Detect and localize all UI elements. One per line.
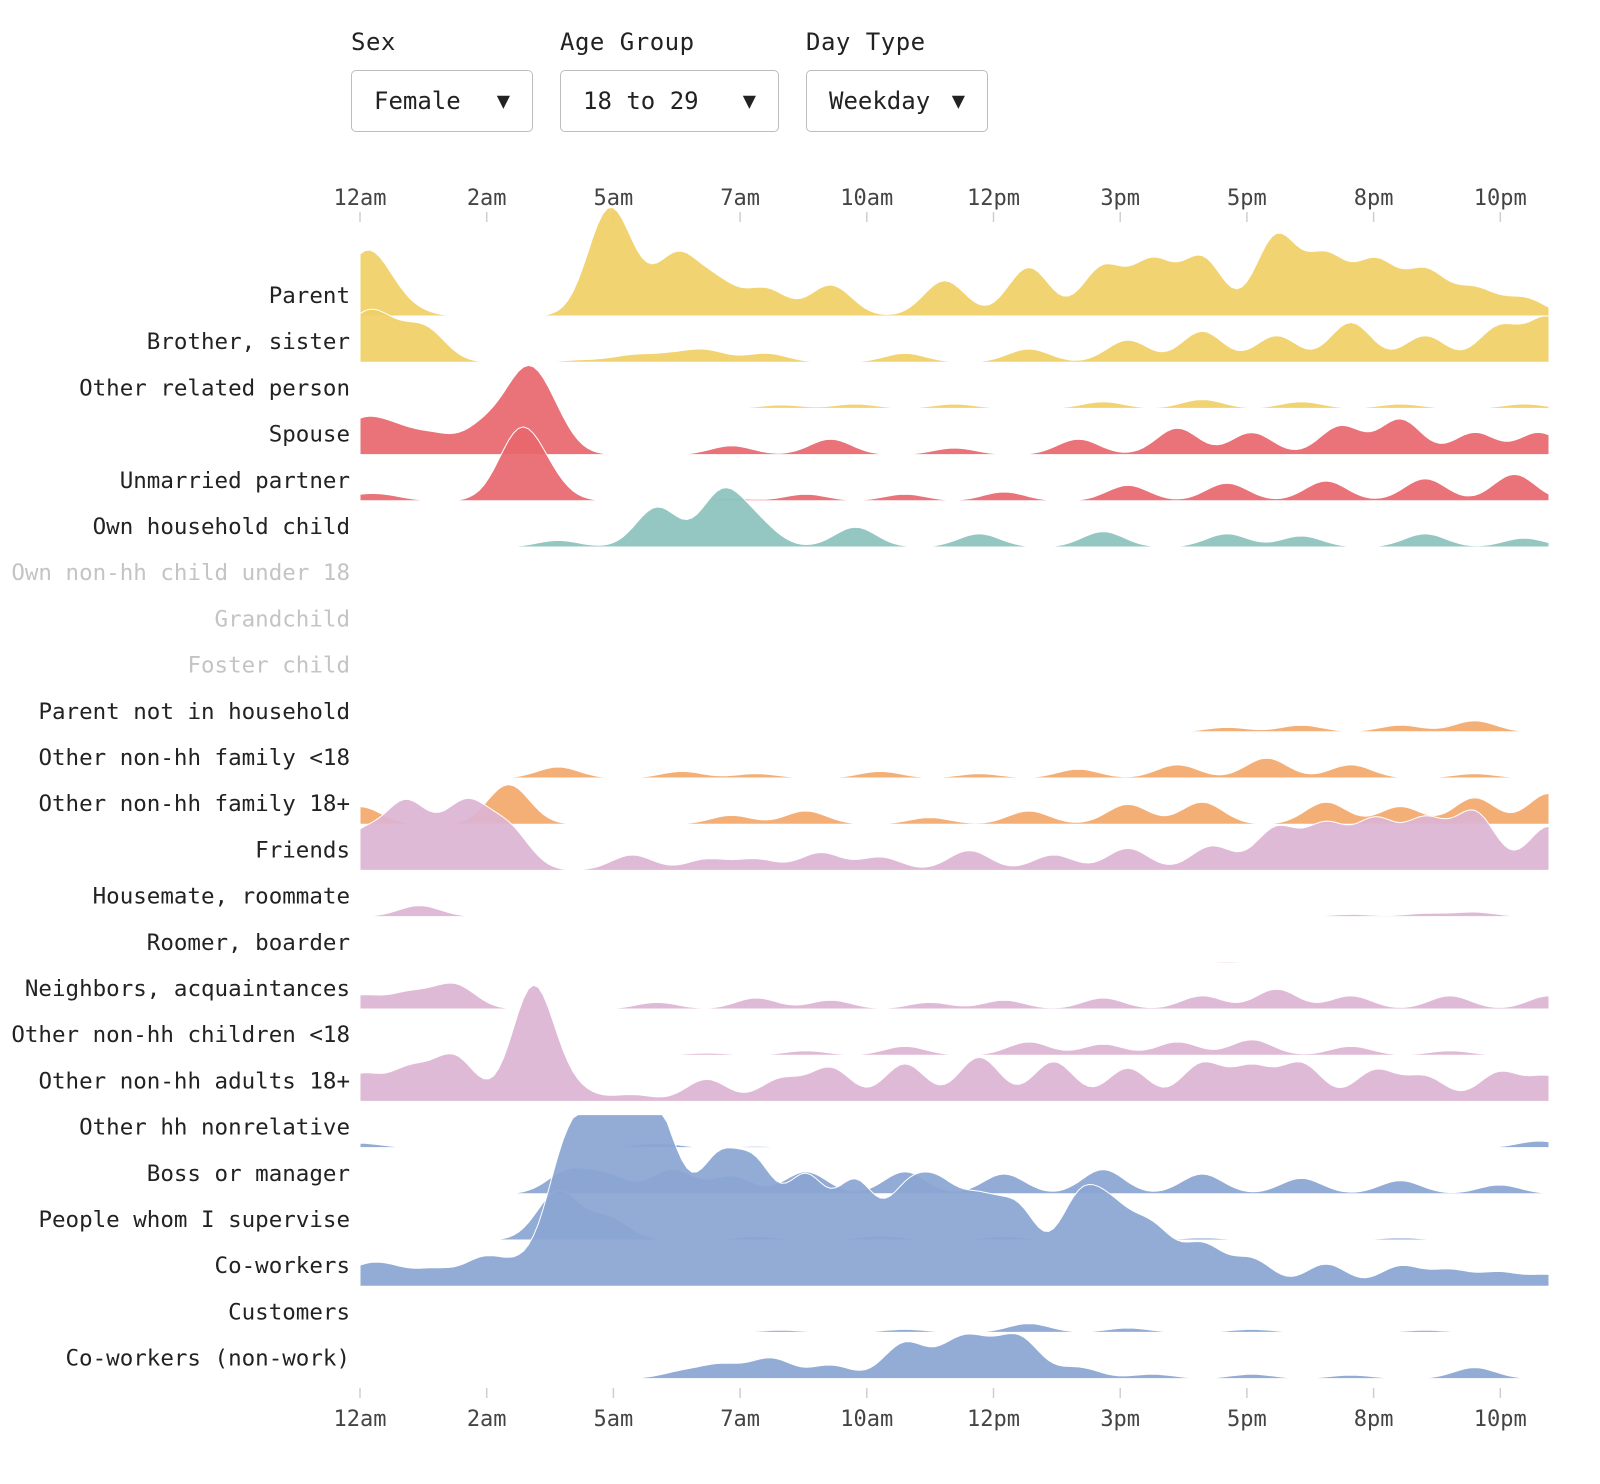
chevron-down-icon: ▼ [496, 88, 510, 114]
series-label: Brother, sister [147, 329, 350, 355]
x-axis-tick-label-top: 2am [467, 186, 507, 211]
series-label: Other non-hh family 18+ [38, 791, 350, 817]
x-axis-tick-label-bottom: 12pm [967, 1407, 1020, 1432]
series-area[interactable] [360, 720, 1549, 733]
series-label: Neighbors, acquaintances [25, 976, 350, 1002]
series-label: Roomer, boarder [147, 930, 350, 956]
filter-age-group-label: Age Group [560, 28, 695, 56]
filter-sex-label: Sex [351, 28, 396, 56]
series-area[interactable] [359, 364, 1550, 456]
age-group-dropdown[interactable]: 18 to 29 ▼ [560, 70, 779, 132]
series-area[interactable] [360, 399, 1550, 409]
series-area[interactable] [360, 1323, 1549, 1333]
series-label: Other non-hh adults 18+ [38, 1068, 350, 1094]
x-axis-tick-label-bottom: 10am [840, 1407, 893, 1432]
series-label: Grandchild [215, 606, 350, 632]
filter-day-type-label: Day Type [806, 28, 926, 56]
x-axis-tick-label-bottom: 10pm [1474, 1407, 1527, 1432]
series-label: Co-workers [215, 1253, 350, 1279]
x-axis-tick-label-bottom: 5pm [1227, 1407, 1267, 1432]
x-axis-tick-label-top: 8pm [1354, 186, 1394, 211]
x-axis-tick-label-top: 5am [594, 186, 634, 211]
series-label: Customers [228, 1299, 350, 1325]
x-axis-tick-label-top: 12pm [967, 186, 1020, 211]
filter-day-type: Day Type Weekday ▼ [806, 28, 988, 132]
series-label: Other non-hh family <18 [38, 745, 350, 771]
series-area[interactable] [360, 1332, 1549, 1380]
day-type-dropdown[interactable]: Weekday ▼ [806, 70, 988, 132]
series-label: Co-workers (non-work) [66, 1346, 350, 1372]
series-label: Other hh nonrelative [79, 1115, 350, 1141]
series-label: Unmarried partner [120, 468, 350, 494]
series-area[interactable] [359, 308, 1550, 363]
series-label: Other related person [79, 375, 350, 401]
series-area[interactable] [359, 426, 1550, 502]
filter-sex: Sex Female ▼ [351, 28, 533, 132]
series-area[interactable] [359, 905, 1549, 918]
series-area[interactable] [359, 1114, 1550, 1287]
series-label: Parent [269, 283, 350, 309]
series-label: Other non-hh children <18 [11, 1022, 350, 1048]
x-axis-tick-label-top: 7am [720, 186, 760, 211]
x-axis-tick-label-bottom: 12am [334, 1407, 387, 1432]
series-label: People whom I supervise [38, 1207, 350, 1233]
age-group-dropdown-value: 18 to 29 [583, 87, 699, 115]
x-axis-tick-label-top: 5pm [1227, 186, 1267, 211]
sex-dropdown-value: Female [374, 87, 461, 115]
series-area[interactable] [359, 1140, 1550, 1149]
series-label: Friends [255, 837, 350, 863]
series-area[interactable] [359, 984, 1550, 1102]
series-label: Boss or manager [147, 1161, 350, 1187]
x-axis-tick-label-top: 12am [334, 186, 387, 211]
series-label: Parent not in household [38, 699, 350, 725]
x-axis-tick-label-top: 3pm [1100, 186, 1140, 211]
series-area[interactable] [359, 797, 1550, 871]
chevron-down-icon: ▼ [742, 88, 756, 114]
day-type-dropdown-value: Weekday [829, 87, 931, 115]
series-area[interactable] [360, 487, 1550, 548]
series-area[interactable] [359, 206, 1550, 317]
sex-dropdown[interactable]: Female ▼ [351, 70, 533, 132]
x-axis-tick-label-top: 10pm [1474, 186, 1527, 211]
series-label: Housemate, roommate [93, 884, 350, 910]
x-axis-tick-label-bottom: 3pm [1100, 1407, 1140, 1432]
series-label: Own household child [93, 514, 350, 540]
series-area[interactable] [360, 757, 1549, 779]
x-axis-tick-label-top: 10am [840, 186, 893, 211]
series-area[interactable] [359, 982, 1550, 1010]
x-axis-tick-label-bottom: 2am [467, 1407, 507, 1432]
chevron-down-icon: ▼ [951, 88, 965, 114]
series-label: Own non-hh child under 18 [11, 560, 350, 586]
series-label: Spouse [269, 422, 350, 448]
series-area[interactable] [360, 961, 1549, 964]
x-axis-tick-label-bottom: 5am [594, 1407, 634, 1432]
x-axis-tick-label-bottom: 8pm [1354, 1407, 1394, 1432]
x-axis-tick-label-bottom: 7am [720, 1407, 760, 1432]
series-label: Foster child [187, 653, 350, 679]
filter-age-group: Age Group 18 to 29 ▼ [560, 28, 779, 132]
